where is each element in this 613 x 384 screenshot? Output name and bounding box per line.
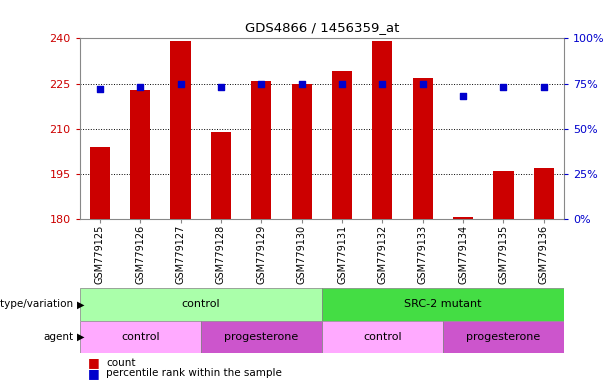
Bar [170,41,191,219]
Point [297,81,306,87]
Point [95,86,105,92]
Text: genotype/variation: genotype/variation [0,299,74,310]
Bar [89,147,110,219]
Bar [332,71,352,219]
Bar [80,321,201,353]
Bar [201,321,322,353]
Text: percentile rank within the sample: percentile rank within the sample [106,368,282,378]
Point [498,84,508,90]
Bar [413,78,433,219]
Bar [80,288,322,321]
Point [539,84,549,90]
Text: ▶: ▶ [77,332,84,342]
Text: agent: agent [44,332,74,342]
Text: ■: ■ [88,367,99,380]
Text: control: control [363,332,402,342]
Bar [292,84,312,219]
Text: control: control [121,332,159,342]
Text: ■: ■ [88,356,99,369]
Bar [322,288,564,321]
Point [135,84,145,90]
Text: count: count [106,358,135,368]
Bar [443,321,564,353]
Bar [453,217,473,219]
Point [458,93,468,99]
Text: SRC-2 mutant: SRC-2 mutant [404,299,482,310]
Text: progesterone: progesterone [466,332,541,342]
Point [176,81,186,87]
Bar [130,89,150,219]
Point [216,84,226,90]
Point [337,81,347,87]
Bar [372,41,392,219]
Text: control: control [181,299,220,310]
Point [256,81,266,87]
Text: ▶: ▶ [77,299,84,310]
Point [378,81,387,87]
Title: GDS4866 / 1456359_at: GDS4866 / 1456359_at [245,22,399,35]
Bar [534,168,554,219]
Bar [251,81,272,219]
Text: progesterone: progesterone [224,332,299,342]
Bar [322,321,443,353]
Bar [211,132,231,219]
Point [418,81,428,87]
Bar [493,171,514,219]
